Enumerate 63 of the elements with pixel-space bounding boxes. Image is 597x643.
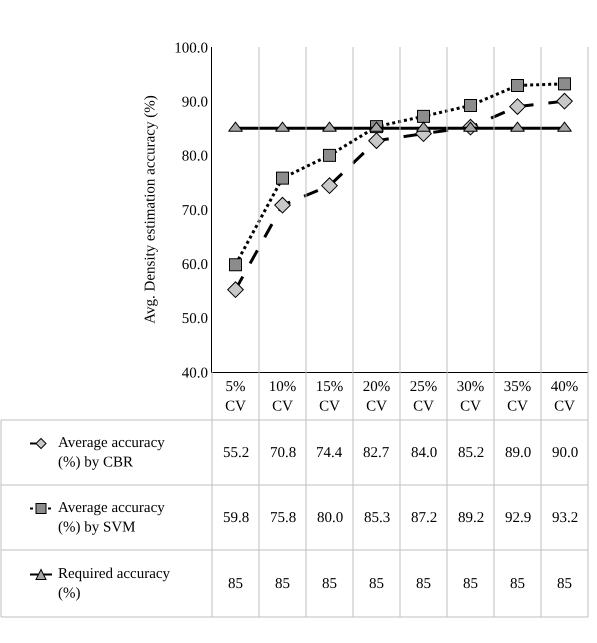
data-label: 90.0 — [552, 445, 578, 461]
y-tick-label: 80.0 — [182, 148, 208, 165]
data-label: 93.2 — [552, 510, 578, 526]
data-label: 89.0 — [505, 445, 532, 461]
point — [322, 122, 337, 132]
point — [511, 78, 524, 92]
data-label: 85.3 — [364, 510, 390, 526]
x-tick-label: 10% CV — [268, 379, 296, 414]
data-label: 84.0 — [411, 445, 438, 461]
data-label: 85 — [416, 576, 431, 592]
data-label: 85.2 — [458, 445, 484, 461]
point — [229, 258, 242, 272]
data-label: 85 — [463, 576, 478, 592]
data-label: 74.4 — [316, 445, 343, 461]
data-label: 85 — [322, 576, 337, 592]
data-label: 92.9 — [505, 510, 532, 526]
point — [463, 122, 478, 132]
x-tick-label: 20% CV — [362, 379, 390, 414]
y-axis-title: Avg. Density estimation accuracy (%) — [142, 95, 158, 324]
point — [556, 92, 573, 110]
data-label: 59.8 — [223, 510, 250, 526]
data-label: 80.0 — [317, 510, 344, 526]
data-label: 87.2 — [411, 510, 438, 526]
x-tick-label: 30% CV — [456, 379, 484, 414]
point — [276, 172, 289, 185]
x-tick-label: 15% CV — [316, 379, 344, 414]
point — [323, 148, 336, 162]
data-label: 85 — [369, 576, 384, 592]
legend-label: Required accuracy (%) — [58, 566, 171, 602]
point — [510, 122, 525, 132]
y-tick-label: 50.0 — [182, 311, 208, 328]
legend-label: Average accuracy (%) by CBR — [58, 435, 166, 470]
data-label: 89.2 — [458, 510, 484, 526]
data-label: 85 — [557, 576, 572, 592]
point — [321, 177, 338, 194]
x-tick-label: 35% CV — [504, 379, 532, 414]
legend-label: Average accuracy (%) by SVM — [58, 500, 166, 536]
data-label: 85 — [228, 576, 243, 592]
point — [558, 77, 571, 90]
point — [368, 132, 385, 150]
data-label: 82.7 — [363, 445, 390, 461]
data-label: 55.2 — [223, 445, 250, 461]
data-label: 85 — [510, 576, 525, 592]
x-tick-label: 5% CV — [225, 379, 246, 414]
point — [417, 110, 430, 123]
point — [274, 196, 291, 214]
x-tick-label: 40% CV — [550, 379, 578, 414]
point — [509, 98, 526, 115]
x-tick-label: 25% CV — [410, 379, 438, 414]
point — [228, 122, 243, 132]
y-tick-label: 60.0 — [182, 256, 208, 273]
point — [275, 122, 290, 132]
data-label: 85 — [275, 576, 290, 592]
point — [416, 122, 431, 132]
point — [227, 281, 244, 298]
y-tick-label: 100.0 — [174, 40, 208, 56]
y-tick-label: 90.0 — [182, 94, 208, 110]
data-label: 70.8 — [270, 445, 296, 461]
point — [464, 99, 477, 112]
data-label: 75.8 — [270, 510, 296, 526]
y-tick-label: 70.0 — [182, 202, 208, 219]
y-tick-label: 40.0 — [182, 365, 208, 382]
point — [557, 122, 572, 132]
